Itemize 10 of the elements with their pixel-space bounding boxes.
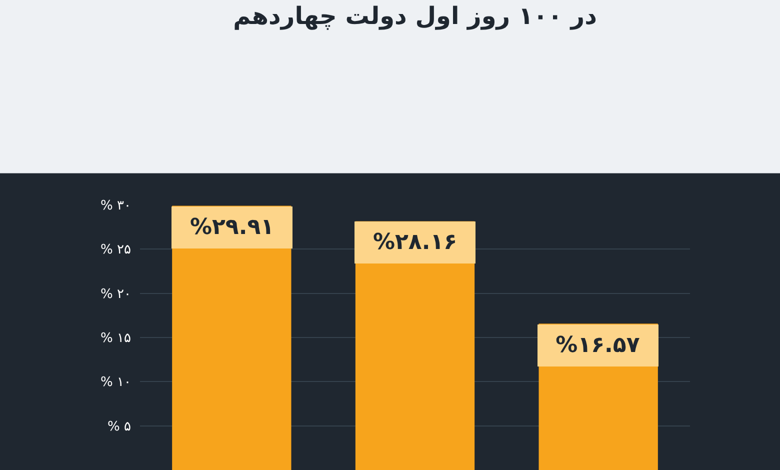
data-label: %۲۹.۹۱ — [190, 215, 274, 240]
y-tick-label: % ۲۵ — [100, 242, 132, 258]
y-tick-label: % ۱۵ — [100, 331, 132, 346]
y-tick-label: % ۱۰ — [100, 375, 131, 390]
y-tick-label: % ۵ — [108, 419, 132, 434]
data-label: %۱۶.۵۷ — [556, 333, 640, 358]
y-tick-label: % ۲۰ — [100, 286, 131, 302]
y-tick-label: % ۳۰ — [100, 198, 131, 214]
data-label: %۲۸.۱۶ — [372, 230, 458, 255]
chart-title: در ۱۰۰ روز اول دولت چهاردهم — [233, 2, 597, 30]
